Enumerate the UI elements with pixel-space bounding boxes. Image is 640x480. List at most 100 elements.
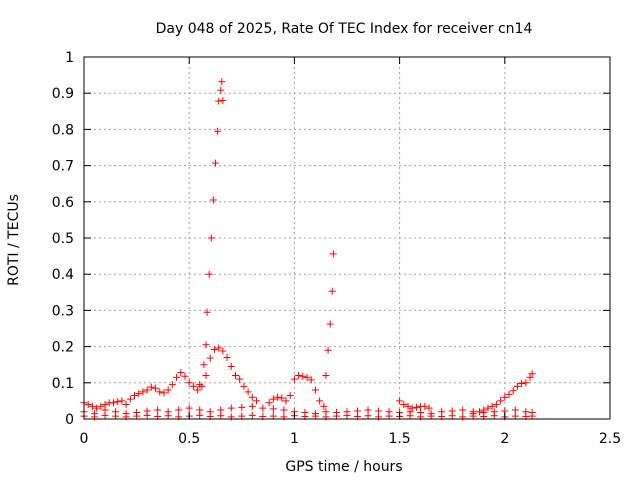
data-point: [526, 373, 534, 381]
data-point: [490, 412, 498, 420]
data-point: [459, 406, 467, 414]
data-point: [212, 159, 219, 167]
data-point: [528, 412, 536, 420]
data-point: [425, 404, 433, 412]
data-point: [248, 393, 256, 401]
data-point: [215, 344, 223, 352]
data-point: [227, 363, 235, 371]
data-point: [513, 382, 521, 390]
data-point: [511, 412, 519, 420]
data-point: [404, 402, 412, 410]
data-point: [147, 383, 155, 391]
x-tick-label: 2: [500, 431, 509, 447]
data-point: [231, 372, 239, 380]
data-point: [248, 402, 256, 410]
data-point: [135, 390, 143, 398]
data-point: [248, 411, 256, 419]
data-point: [329, 250, 337, 258]
data-point: [290, 375, 298, 383]
data-point: [189, 382, 197, 390]
data-point: [194, 386, 202, 394]
data-point: [205, 270, 213, 278]
data-point: [497, 397, 505, 405]
data-point: [488, 402, 496, 410]
y-tick-label: 0.7: [52, 159, 74, 175]
data-point: [282, 397, 290, 405]
data-point: [126, 395, 134, 403]
data-point: [501, 393, 509, 401]
data-point: [210, 345, 218, 353]
x-tick-label: 2.5: [599, 431, 621, 447]
data-point: [509, 387, 517, 395]
data-point: [130, 391, 138, 399]
data-point: [280, 406, 288, 414]
data-point: [269, 395, 277, 403]
data-point: [406, 412, 414, 420]
data-point: [164, 412, 172, 420]
data-point: [238, 403, 246, 411]
data-point: [269, 405, 277, 413]
data-point: [175, 406, 183, 414]
data-points: [80, 78, 536, 421]
data-point: [286, 391, 294, 399]
data-point: [97, 402, 105, 410]
data-point: [421, 402, 429, 410]
y-tick-label: 0.4: [52, 267, 74, 283]
data-point: [198, 382, 206, 390]
data-point: [143, 411, 151, 419]
data-point: [173, 373, 181, 381]
data-point: [320, 402, 328, 410]
data-point: [227, 404, 235, 412]
data-point: [109, 399, 117, 407]
y-tick-label: 1: [65, 50, 74, 66]
data-point: [217, 412, 225, 420]
data-point: [154, 406, 162, 414]
x-tick-label: 1.5: [388, 431, 410, 447]
data-point: [253, 397, 261, 405]
grid-lines: [84, 57, 610, 419]
data-point: [274, 393, 282, 401]
data-point: [265, 399, 273, 407]
data-point: [332, 412, 340, 420]
plot-border: [83, 56, 611, 420]
data-point: [101, 411, 109, 419]
data-point: [259, 404, 267, 412]
y-tick-label: 0.6: [52, 195, 74, 211]
data-point: [518, 380, 526, 388]
data-point: [219, 347, 227, 355]
data-point: [244, 388, 252, 396]
data-point: [303, 373, 311, 381]
data-point: [427, 412, 435, 420]
y-tick-label: 0.8: [52, 122, 74, 138]
data-point: [118, 397, 126, 405]
data-point: [196, 411, 204, 419]
data-point: [364, 412, 372, 420]
data-point: [200, 361, 208, 369]
data-point: [133, 412, 141, 420]
data-point: [152, 384, 160, 392]
data-point: [307, 376, 315, 384]
data-point: [88, 402, 96, 410]
x-tick-label: 0.5: [178, 431, 200, 447]
data-point: [412, 403, 420, 411]
data-point: [84, 401, 92, 409]
data-point: [236, 375, 244, 383]
data-point: [469, 412, 477, 420]
y-tick-label: 0.1: [52, 376, 74, 392]
data-point: [316, 397, 324, 405]
data-point: [185, 379, 193, 387]
data-point: [202, 372, 210, 380]
data-point: [114, 398, 122, 406]
data-point: [168, 381, 176, 389]
data-point: [240, 382, 248, 390]
data-point: [311, 386, 319, 394]
data-point: [328, 287, 336, 295]
axis-ticks: 0 0.5 1 1.5 2 2.5 0 0.1 0.2 0.3 0.4 0.5 0.6 0.7 0.8 0.9…: [52, 50, 621, 447]
data-point: [185, 404, 193, 412]
data-point: [522, 379, 530, 387]
data-point: [295, 372, 303, 380]
data-point: [209, 196, 217, 204]
data-point: [156, 388, 164, 396]
x-axis-label: GPS time / hours: [285, 459, 402, 475]
data-point: [511, 406, 519, 414]
